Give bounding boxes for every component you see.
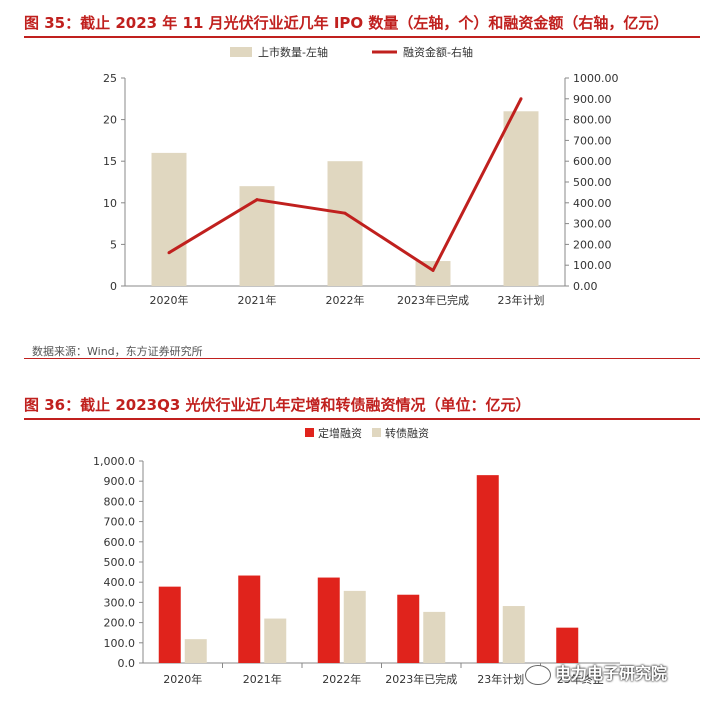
x-tick-label: 2023年已完成 <box>397 293 469 307</box>
figure-36-title: 图 36：截止 2023Q3 光伏行业近几年定增和转债融资情况（单位：亿元） <box>24 396 531 414</box>
y-tick-label: 200.0 <box>104 617 136 630</box>
bar-dingzeng <box>317 577 340 663</box>
source-note: 数据来源：Wind，东方证券研究所 <box>32 345 203 358</box>
y-tick-label: 300.0 <box>104 596 136 609</box>
bar-ipo-count <box>503 111 539 286</box>
bar-zhuanzhai <box>184 639 207 663</box>
bar-dingzeng <box>556 627 579 663</box>
watermark-text: 电力电子研究院 <box>555 664 668 683</box>
legend-label-dingzeng: 定增融资 <box>318 426 362 440</box>
x-tick-label: 23年终止 <box>557 672 604 686</box>
left-tick-label: 0 <box>110 280 117 293</box>
x-tick-label: 2022年 <box>326 293 365 307</box>
bar-zhuanzhai <box>423 611 446 663</box>
y-tick-label: 100.0 <box>104 637 136 650</box>
y-tick-label: 900.0 <box>104 475 136 488</box>
bar-zhuanzhai <box>343 590 366 663</box>
x-tick-label: 2022年 <box>322 672 361 686</box>
legend-label-line: 融资金额-右轴 <box>403 45 473 59</box>
legend-swatch-dingzeng <box>305 428 314 437</box>
watermark: 电力电子研究院 <box>525 660 667 685</box>
financing-chart: 定增融资 转债融资 0.0 100.0 200.0 300.0 400.0 500.0 60… <box>93 426 620 686</box>
left-tick-label: 20 <box>103 114 117 127</box>
wechat-icon <box>525 664 551 685</box>
line-point <box>255 198 259 202</box>
y-tick-label: 700.0 <box>104 516 136 529</box>
legend-swatch-zhuanzhai <box>372 428 381 437</box>
title-rule <box>24 418 700 420</box>
bar-dingzeng <box>158 586 181 663</box>
legend-label-bars: 上市数量-左轴 <box>258 45 328 59</box>
ipo-chart: 上市数量-左轴 融资金额-右轴 0 5 10 15 20 25 0.00 100.00 200.… <box>103 45 619 307</box>
x-tick-label: 2020年 <box>163 672 202 686</box>
right-tick-label: 500.00 <box>573 176 612 189</box>
right-tick-label: 800.00 <box>573 114 612 127</box>
bar-ipo-count <box>327 161 363 286</box>
line-point <box>167 251 171 255</box>
x-tick-label: 2021年 <box>238 293 277 307</box>
y-tick-label: 600.0 <box>104 536 136 549</box>
right-tick-label: 700.00 <box>573 134 612 147</box>
line-point <box>519 97 523 101</box>
x-tick-label: 2021年 <box>243 672 282 686</box>
right-tick-label: 400.00 <box>573 197 612 210</box>
left-tick-label: 25 <box>103 72 117 85</box>
y-tick-label: 1,000.0 <box>93 455 135 468</box>
right-tick-label: 600.00 <box>573 155 612 168</box>
left-tick-label: 5 <box>110 238 117 251</box>
bar-dingzeng <box>238 575 261 663</box>
figure-35-title: 图 35：截止 2023 年 11 月光伏行业近几年 IPO 数量（左轴，个）和… <box>24 14 669 32</box>
right-tick-label: 900.00 <box>573 93 612 106</box>
bar-zhuanzhai <box>502 606 525 663</box>
right-tick-label: 200.00 <box>573 238 612 251</box>
y-tick-label: 400.0 <box>104 576 136 589</box>
x-tick-label: 23年计划 <box>498 293 545 307</box>
right-tick-label: 300.00 <box>573 218 612 231</box>
line-point <box>343 211 347 215</box>
section-divider <box>24 358 700 359</box>
y-tick-label: 500.0 <box>104 556 136 569</box>
x-tick-label: 23年计划 <box>477 672 524 686</box>
x-tick-label: 2020年 <box>150 293 189 307</box>
bar-dingzeng <box>397 594 420 663</box>
legend-swatch-bars <box>230 47 252 57</box>
y-tick-label: 800.0 <box>104 495 136 508</box>
bar-ipo-count <box>415 261 451 286</box>
right-tick-label: 0.00 <box>573 280 598 293</box>
y-tick-label: 0.0 <box>118 657 136 670</box>
x-tick-label: 2023年已完成 <box>385 672 457 686</box>
left-tick-label: 10 <box>103 197 117 210</box>
legend-label-zhuanzhai: 转债融资 <box>385 426 429 440</box>
bar-zhuanzhai <box>264 618 287 663</box>
bar-dingzeng <box>476 475 499 663</box>
right-tick-label: 1000.00 <box>573 72 619 85</box>
title-rule <box>24 36 700 38</box>
left-tick-label: 15 <box>103 155 117 168</box>
bar-ipo-count <box>151 152 187 286</box>
right-tick-label: 100.00 <box>573 259 612 272</box>
line-point <box>431 268 435 272</box>
